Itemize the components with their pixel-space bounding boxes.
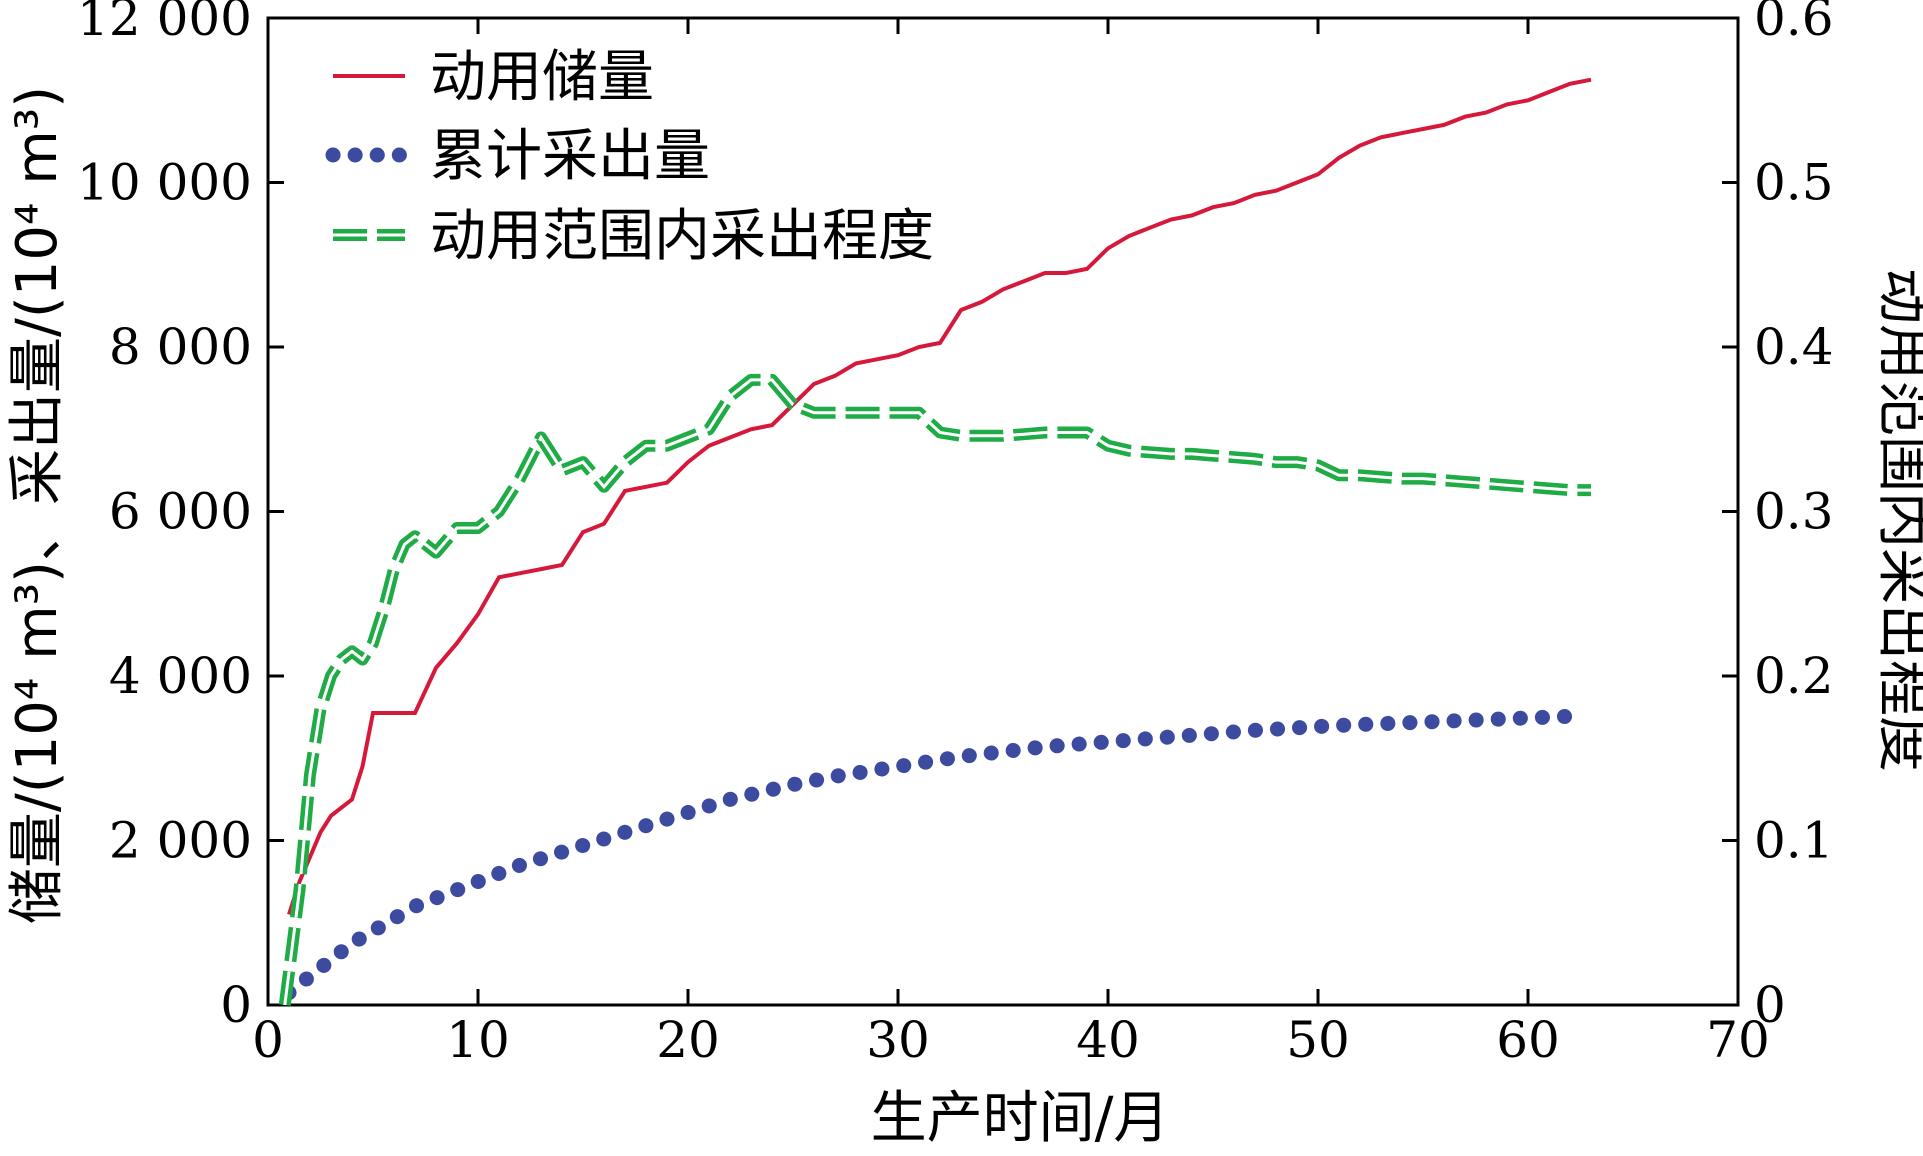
series-line-3: [278, 373, 1591, 1006]
y-axis-right-title: 动用范围内采出程度: [1871, 268, 1923, 772]
series-line-1: [287, 77, 1592, 916]
x-tick-label: 60: [1496, 1011, 1560, 1069]
x-tick-label: 10: [446, 1011, 510, 1069]
y-right-tick-label: 0: [1754, 976, 1786, 1034]
x-tick-label: 70: [1706, 1011, 1770, 1069]
x-tick-label: 40: [1076, 1011, 1140, 1069]
x-axis-title: 生产时间/月: [871, 1086, 1170, 1151]
x-tick-label: 20: [656, 1011, 720, 1069]
legend-label-1: 动用储量: [430, 45, 654, 110]
legend-label-2: 累计采出量: [430, 124, 710, 189]
y-left-tick-label: 10 000: [77, 154, 252, 212]
y-left-tick-label: 4 000: [109, 647, 252, 705]
y-right-tick-label: 0.1: [1754, 812, 1834, 870]
series-line-2: [281, 708, 1578, 1001]
legend-label-3: 动用范围内采出程度: [430, 204, 934, 269]
y-left-tick-label: 12 000: [77, 0, 252, 47]
y-right-tick-label: 0.2: [1754, 647, 1834, 705]
y-left-tick-label: 8 000: [109, 318, 252, 376]
x-tick-label: 50: [1286, 1011, 1350, 1069]
y-right-tick-label: 0.4: [1754, 318, 1834, 376]
y-right-tick-label: 0.3: [1754, 483, 1834, 541]
y-axis-left-title: 储量/(10⁴ m³)、采出量/(10⁴ m³): [5, 86, 70, 924]
y-left-tick-label: 0: [220, 976, 252, 1034]
x-tick-label: 0: [252, 1011, 284, 1069]
series-line-3-inner: [283, 378, 1591, 1006]
series-layer: [278, 77, 1592, 1006]
y-right-tick-label: 0.5: [1754, 154, 1834, 212]
y-right-tick-label: 0.6: [1754, 0, 1834, 47]
y-left-tick-label: 2 000: [109, 812, 252, 870]
y-left-tick-label: 6 000: [109, 483, 252, 541]
x-tick-label: 30: [866, 1011, 930, 1069]
